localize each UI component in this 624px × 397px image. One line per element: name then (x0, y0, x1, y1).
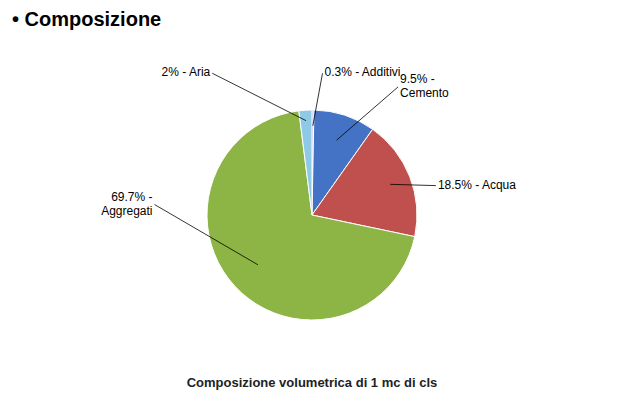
leader-line (155, 205, 258, 265)
data-label: 0.3% - Additivi (325, 65, 401, 79)
title: • Composizione (12, 8, 161, 30)
slice (299, 110, 312, 215)
chart: • Composizione Composizione volumetrica d… (0, 0, 624, 397)
data-label-line: 9.5% - (400, 72, 435, 86)
data-label-line: 0.3% - Additivi (325, 65, 401, 79)
data-label: 2% - Aria (162, 65, 211, 79)
leader-line (337, 87, 399, 140)
data-label-line: 18.5% - Acqua (438, 178, 516, 192)
data-label: 69.7% -Aggregati (101, 190, 152, 218)
subtitle: Composizione volumetrica di 1 mc di cls (187, 375, 438, 390)
leader-line (313, 73, 323, 126)
leader-line (390, 184, 436, 185)
data-label-line: Cemento (400, 86, 449, 100)
data-label-line: 2% - Aria (162, 65, 211, 79)
data-label-line: 69.7% - (111, 190, 152, 204)
data-label: 9.5% -Cemento (400, 72, 449, 100)
slice (207, 111, 415, 320)
data-label-line: Aggregati (101, 204, 152, 218)
leader-line (212, 73, 306, 120)
pie (155, 73, 436, 320)
data-label: 18.5% - Acqua (438, 178, 516, 192)
